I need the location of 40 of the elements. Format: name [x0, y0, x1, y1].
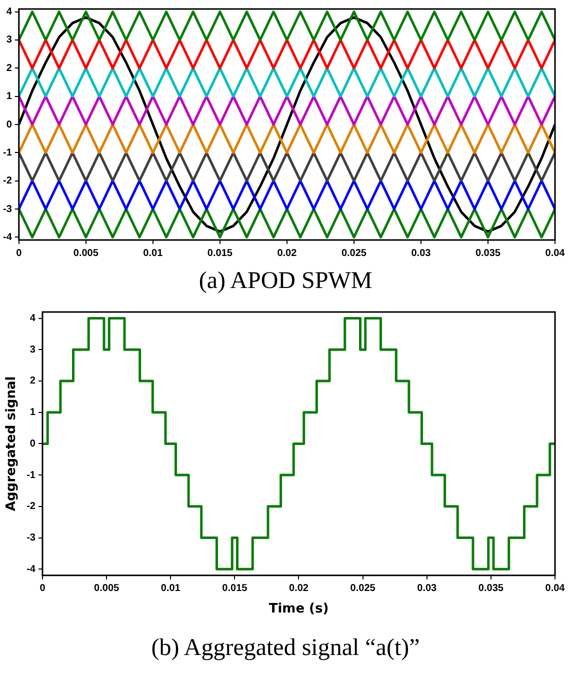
x-tick-label: 0.04	[545, 248, 566, 259]
x-tick-label: 0.04	[545, 583, 566, 594]
y-tick-label: 3	[30, 344, 36, 356]
x-tick-label: 0.035	[478, 583, 504, 594]
y-tick-label: 3	[6, 34, 12, 46]
x-tick-label: 0.005	[94, 583, 120, 594]
y-tick-label: -3	[26, 532, 36, 544]
y-tick-label: -4	[26, 564, 36, 575]
y-tick-label: 4	[30, 313, 36, 324]
x-tick-label: 0.03	[411, 248, 432, 259]
x-tick-label: 0.03	[417, 583, 438, 594]
x-tick-label: 0.025	[341, 248, 367, 259]
x-tick-label: 0.02	[289, 583, 309, 594]
x-tick-label: 0.005	[73, 248, 99, 259]
x-tick-label: 0.01	[143, 248, 164, 259]
x-tick-label: 0.01	[160, 583, 181, 594]
y-tick-label: -4	[2, 232, 12, 243]
text: (a) APOD SPWM	[198, 267, 374, 296]
text: (b) Aggregated signal “a(t)”	[150, 634, 421, 662]
y-tick-label: 0	[30, 438, 36, 450]
x-tick-label: 0	[40, 583, 46, 594]
y-tick-label: -1	[26, 470, 36, 481]
y-tick-label: 2	[30, 376, 36, 387]
x-axis-title: Time (s)	[268, 602, 329, 617]
x-tick-label: 0.035	[475, 248, 501, 259]
x-tick-label: 0.015	[222, 583, 248, 594]
y-tick-label: 0	[6, 119, 12, 130]
y-tick-label: -1	[2, 147, 12, 158]
y-tick-label: -3	[2, 204, 12, 215]
y-tick-label: 2	[6, 62, 12, 74]
y-tick-label: 1	[6, 91, 12, 102]
y-tick-label: -2	[26, 501, 36, 512]
y-tick-label: 4	[6, 6, 12, 18]
y-tick-label: -2	[2, 176, 12, 187]
x-tick-label: 0.02	[277, 248, 298, 259]
y-axis-title: Aggregated signal	[4, 376, 20, 512]
x-tick-label: 0	[16, 248, 22, 259]
y-tick-label: 1	[30, 407, 36, 418]
x-tick-label: 0.025	[350, 583, 376, 594]
x-tick-label: 0.015	[207, 248, 233, 259]
